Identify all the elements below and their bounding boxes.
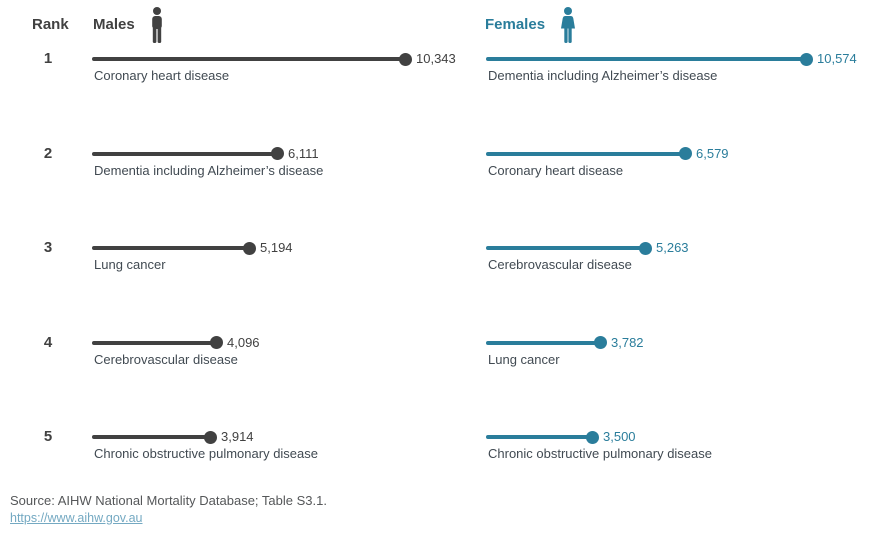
male-value-label: 5,194 [260,240,293,255]
male-value-label: 4,096 [227,334,260,350]
male-cause-label: Dementia including Alzheimer’s disease [94,162,324,178]
male-bar[interactable] [92,57,405,61]
female-cause-label: Coronary heart disease [488,162,624,178]
female-value-label: 10,574 [817,51,857,66]
male-dot[interactable] [242,241,256,255]
male-value-label: 3,914 [221,429,254,444]
male-dot[interactable] [203,430,217,444]
rank-row: 2 6,111 Dementia including Alzheimer’s d… [0,144,890,184]
source-link[interactable]: https://www.aihw.gov.au [10,511,143,525]
rank-number: 5 [43,428,53,445]
male-value-label: 6,111 [288,145,319,161]
females-column-header: Females [485,16,546,33]
male-dot[interactable] [209,336,223,349]
female-bar[interactable] [486,151,685,156]
male-bar[interactable] [92,435,210,439]
male-cause-label: Chronic obstructive pulmonary disease [94,446,318,461]
female-dot[interactable] [585,430,599,444]
female-value-label: 6,579 [696,145,729,161]
rank-row: 1 10,343 Coronary heart disease 10,574 D… [0,49,890,89]
male-person-icon [147,7,167,45]
rank-number: 1 [43,50,53,67]
male-cause-label: Coronary heart disease [94,68,230,83]
male-bar[interactable] [92,151,277,156]
rank-row: 4 4,096 Cerebrovascular disease 3,782 Lu… [0,333,890,373]
female-value-label: 5,263 [656,240,689,255]
male-cause-label: Lung cancer [94,257,166,272]
rank-number: 2 [43,144,53,162]
female-bar[interactable] [486,435,592,439]
female-dot[interactable] [799,52,813,66]
female-bar[interactable] [486,340,600,345]
male-bar[interactable] [92,340,216,345]
male-dot[interactable] [270,147,284,160]
rank-row: 3 5,194 Lung cancer 5,263 Cerebrovascula… [0,238,890,278]
female-cause-label: Dementia including Alzheimer’s disease [488,68,718,83]
female-bar[interactable] [486,57,806,61]
female-dot[interactable] [678,147,692,160]
female-value-label: 3,782 [611,334,644,350]
male-value-label: 10,343 [416,51,456,66]
male-bar[interactable] [92,246,249,250]
male-cause-label: Cerebrovascular disease [94,351,238,367]
female-person-icon [558,7,578,45]
female-bar[interactable] [486,246,645,250]
rank-number: 3 [43,239,53,256]
female-dot[interactable] [593,336,607,349]
female-cause-label: Cerebrovascular disease [488,257,632,272]
rank-column-header: Rank [32,16,69,33]
female-dot[interactable] [638,241,652,255]
female-cause-label: Chronic obstructive pulmonary disease [488,446,712,461]
rank-row: 5 3,914 Chronic obstructive pulmonary di… [0,427,890,467]
female-value-label: 3,500 [603,429,636,444]
males-column-header: Males [93,16,135,33]
rank-number: 4 [43,333,53,351]
male-dot[interactable] [398,52,412,66]
female-cause-label: Lung cancer [488,351,560,367]
source-note: Source: AIHW National Mortality Database… [10,493,327,508]
